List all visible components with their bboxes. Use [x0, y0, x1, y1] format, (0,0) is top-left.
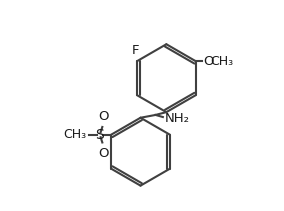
Text: O: O [203, 55, 214, 68]
Text: CH₃: CH₃ [63, 128, 86, 141]
Text: O: O [98, 147, 108, 160]
Text: O: O [98, 110, 108, 123]
Text: S: S [95, 128, 104, 142]
Text: NH₂: NH₂ [165, 112, 190, 124]
Text: F: F [132, 44, 140, 57]
Text: CH₃: CH₃ [210, 55, 233, 68]
